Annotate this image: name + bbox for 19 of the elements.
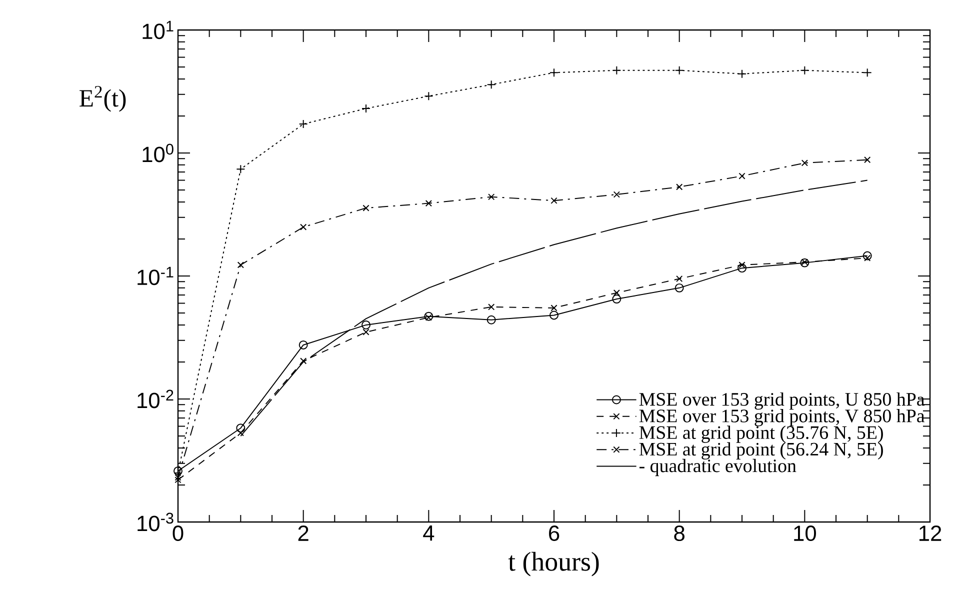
x-tick-label: 10 xyxy=(794,526,816,542)
legend-label: MSE at grid point (35.76 N, 5E) xyxy=(639,426,883,443)
y-tick-label: 10$^{-1}$ xyxy=(138,266,174,286)
x-tick-label: 4 xyxy=(423,526,434,541)
y-axis-title: E$^{2}$(t) xyxy=(80,86,126,112)
x-axis-title: t (hours) xyxy=(508,552,599,576)
legend-label: - quadratic evolution xyxy=(639,458,796,476)
y-tick-label: 10$^{-2}$ xyxy=(138,390,174,408)
y-tick-label: 10$^{1}$ xyxy=(142,20,174,40)
x-tick-label: 12 xyxy=(919,526,942,541)
x-tick-label: 0 xyxy=(172,526,184,542)
y-tick-label: 10$^{0}$ xyxy=(142,144,174,162)
x-tick-label: 6 xyxy=(549,526,560,542)
y-tick-label: 10$^{-3}$ xyxy=(138,512,174,532)
x-tick-label: 8 xyxy=(674,526,684,542)
legend-label: MSE over 153 grid points, V 850 hPa xyxy=(639,409,925,426)
legend-label: MSE over 153 grid points, U 850 hPa xyxy=(639,392,925,410)
legend-label: MSE at grid point (56.24 N, 5E) xyxy=(639,442,883,460)
x-tick-label: 2 xyxy=(298,526,308,541)
